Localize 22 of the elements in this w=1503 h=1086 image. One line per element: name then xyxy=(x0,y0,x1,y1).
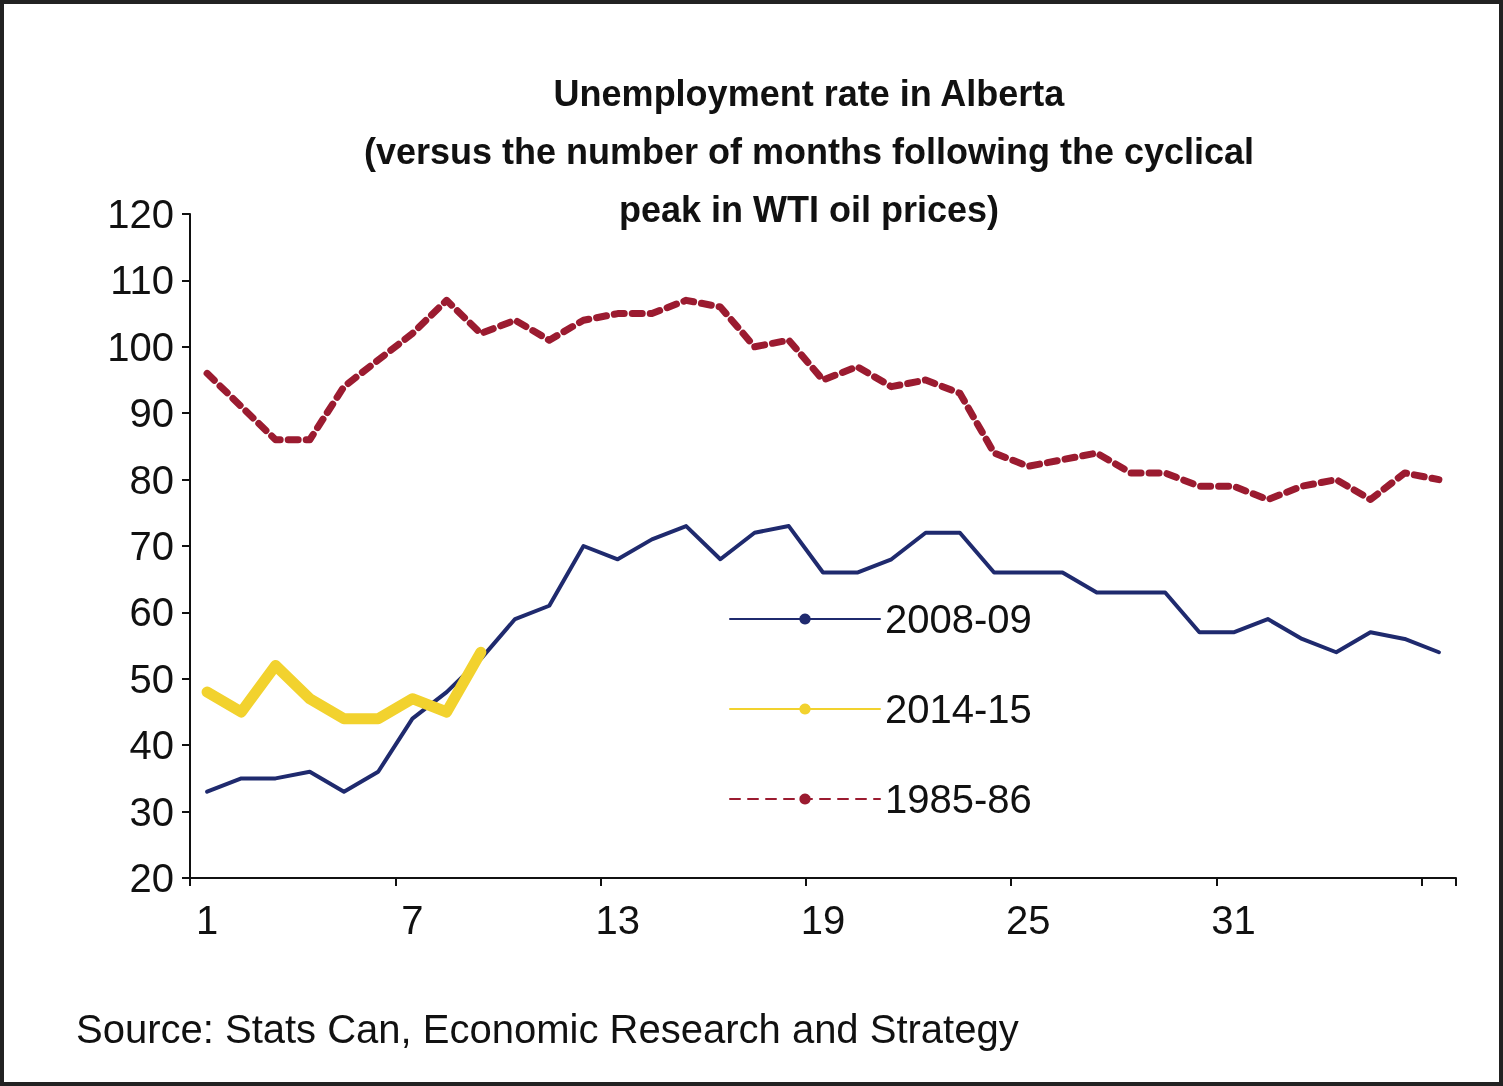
y-tick-label: 100 xyxy=(107,324,174,369)
y-tick-label: 110 xyxy=(110,258,174,303)
y-tick-label: 30 xyxy=(129,789,174,834)
y-tick-label: 50 xyxy=(129,656,174,701)
legend-label: 1985-86 xyxy=(885,777,1032,821)
x-tick-label: 25 xyxy=(1006,898,1051,942)
legend-label: 2014-15 xyxy=(885,687,1032,731)
y-tick-label: 80 xyxy=(129,457,174,502)
source-note: Source: Stats Can, Economic Research and Strategy xyxy=(76,1007,1019,1051)
x-tick-label: 1 xyxy=(195,898,219,942)
x-tick-label: 31 xyxy=(1211,898,1256,942)
y-tick-label: 20 xyxy=(129,856,174,900)
y-tick-label: 60 xyxy=(129,590,174,635)
x-tick-label: 19 xyxy=(800,898,846,942)
y-tick-label: 40 xyxy=(129,723,174,768)
y-tick-label: 70 xyxy=(129,524,174,568)
legend-label: 2008-09 xyxy=(885,597,1032,641)
chart-title: Unemployment rate in Alberta (versus the number of months following the cyclical peak in WTI oil prices) xyxy=(363,72,1255,230)
y-tick-label: 120 xyxy=(107,192,174,236)
y-tick-label: 90 xyxy=(129,391,174,436)
x-tick-label: 7 xyxy=(401,898,424,942)
x-tick-label: 13 xyxy=(595,898,640,942)
